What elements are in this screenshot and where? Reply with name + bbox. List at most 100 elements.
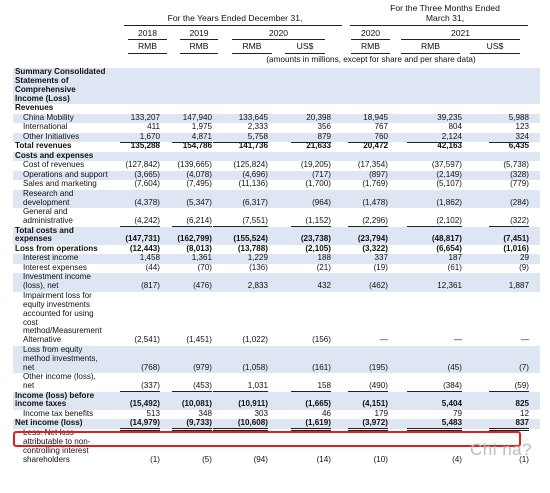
value-cell: (779) <box>510 179 529 189</box>
year-header-rule <box>128 39 167 40</box>
value-cell: (2,296) <box>362 215 388 225</box>
row-label-line: Loss from operations <box>15 243 98 253</box>
value-cell: (5) <box>202 454 212 464</box>
value-cell: 2,833 <box>247 281 268 291</box>
value-cell: (10,081) <box>181 399 212 409</box>
table-row: International 411 1,975 2,333 356 767 804 123 <box>13 122 540 133</box>
income-statement-table: Summary Consolidated Statements of Compreh… <box>13 67 540 493</box>
row-label: Loss from operations <box>15 243 121 254</box>
value-cell: 21,633 <box>306 141 331 151</box>
value-cell: 179 <box>374 408 388 418</box>
row-label-line: Impairment loss for <box>23 290 92 300</box>
value-cell: (3,322) <box>362 243 388 253</box>
row-label-line: Total costs and <box>15 225 74 235</box>
value-cell: 1,670 <box>139 131 160 141</box>
value-cell: (136) <box>249 262 268 272</box>
value-cell: 42,163 <box>437 141 462 151</box>
value-cell: 513 <box>146 408 160 418</box>
row-label: Cost of revenues <box>23 160 121 170</box>
row-label: Total revenues <box>15 141 121 151</box>
row-label-line: development <box>23 197 70 207</box>
currency-header-rule <box>401 53 460 54</box>
row-label-line: net <box>23 362 35 372</box>
row-label-line: Statements of <box>15 75 69 85</box>
value-cell: (1,478) <box>362 197 388 207</box>
value-cell: (7) <box>519 362 529 372</box>
total-rule <box>213 427 268 431</box>
table-row: Income tax benefits 513 348 303 46 179 79 12 <box>13 408 540 420</box>
currency-header: RMB <box>360 41 381 51</box>
value-cell: 2,124 <box>441 131 462 141</box>
row-label-line: Research and <box>23 188 74 198</box>
value-cell: (21) <box>316 262 331 272</box>
row-label-line: Cost of revenues <box>23 160 85 170</box>
value-cell: 1,458 <box>139 253 160 263</box>
table-row: Loss from operations (12,443) (8,013) (13,7… <box>13 243 540 255</box>
value-cell: (59) <box>514 380 529 390</box>
table-row: Loss from equity method investments, net (7… <box>13 345 540 374</box>
row-label: Revenues <box>15 103 121 113</box>
value-cell: (4,078) <box>186 169 212 179</box>
year-header-rule <box>401 39 520 40</box>
row-label: Net income (loss) <box>15 418 121 428</box>
row-label-line: method investments, <box>23 353 98 363</box>
row-label: Total costs and expenses <box>15 225 121 245</box>
total-rule <box>213 391 268 392</box>
value-cell: 337 <box>374 253 388 263</box>
value-cell: (127,842) <box>125 160 160 170</box>
row-label-line: International <box>23 122 68 132</box>
table-row: China Mobility 133,207 147,940 133,645 20,39… <box>13 112 540 124</box>
value-cell: 187 <box>448 253 462 263</box>
row-label: Other income (loss), net <box>23 372 121 391</box>
value-cell: (1,152) <box>305 215 331 225</box>
year-header-rule <box>180 39 218 40</box>
value-cell: (2,105) <box>305 243 331 253</box>
row-label-line: (loss), net <box>23 281 59 291</box>
currency-header: US$ <box>486 41 504 51</box>
value-cell: (2,541) <box>134 335 160 345</box>
value-cell: 4,871 <box>191 131 212 141</box>
currency-header-rule <box>470 53 520 54</box>
total-rule <box>120 226 160 227</box>
value-cell: (328) <box>510 169 529 179</box>
row-label-line: Alternative <box>23 335 62 345</box>
row-label-line: Total revenues <box>15 141 72 151</box>
value-cell: 158 <box>317 380 331 390</box>
row-label-line: cost <box>23 317 38 327</box>
table-row: Investment income (loss), net (817) (476) 2,… <box>13 272 540 292</box>
value-cell: 133,645 <box>238 112 268 122</box>
row-label: Sales and marketing <box>23 179 121 189</box>
value-cell: 18,945 <box>363 112 388 122</box>
value-cell: 141,736 <box>238 141 268 151</box>
value-cell: (284) <box>510 197 529 207</box>
value-cell: (1,862) <box>436 197 462 207</box>
total-rule <box>120 427 160 431</box>
year-header: 2021 <box>450 28 471 38</box>
row-label: Income tax benefits <box>23 409 121 419</box>
value-cell: 29 <box>519 253 529 263</box>
row-label-line: Investment income <box>23 272 91 282</box>
total-rule <box>172 226 212 227</box>
value-cell: (5,107) <box>436 179 462 189</box>
table-row: Other Initiatives 1,670 4,871 5,758 879 760 2,… <box>13 131 540 143</box>
currency-header: RMB <box>420 41 441 51</box>
value-cell: 760 <box>374 131 388 141</box>
table-row: General and administrative (4,242) (6,214) (… <box>13 207 540 226</box>
table-row: Revenues <box>13 103 540 114</box>
value-cell: (23,794) <box>357 234 388 244</box>
value-cell: (11,136) <box>238 179 268 189</box>
value-cell: (817) <box>141 281 160 291</box>
row-label-line: controlling interest <box>23 445 89 455</box>
header-group-quarters-1: For the Three Months Ended <box>390 3 500 13</box>
row-label: China Mobility <box>23 113 121 123</box>
value-cell: 79 <box>452 408 462 418</box>
row-label: Impairment loss for equity investments acc… <box>23 290 121 345</box>
value-cell: (1,700) <box>305 179 331 189</box>
row-label-line: administrative <box>23 216 73 225</box>
value-cell: (897) <box>369 169 388 179</box>
row-label-line: Interest expenses <box>23 262 87 272</box>
table-row: Costs and expenses <box>13 151 540 162</box>
total-rule <box>172 141 212 143</box>
value-cell: 348 <box>198 408 212 418</box>
total-rule <box>120 391 160 392</box>
